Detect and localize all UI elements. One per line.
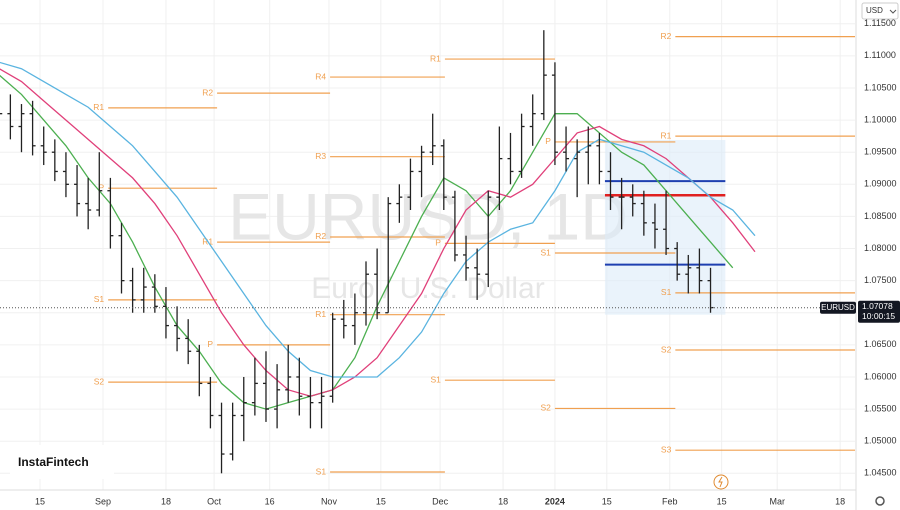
x-tick-label: Feb — [662, 496, 678, 506]
pivot-label: S2 — [541, 403, 552, 413]
brand-box — [10, 445, 114, 479]
price-tag-label: 1.07078 — [862, 301, 893, 311]
y-tick-label: 1.11500 — [864, 18, 896, 28]
moving-average — [0, 61, 756, 378]
axes: 1.04500 1.05000 1.05500 1.06000 1.06500 1.070… — [35, 18, 900, 506]
pivot-label: S2 — [661, 344, 672, 354]
watermark-name: Euro / U.S. Dollar — [311, 272, 544, 305]
pivot-label: R1 — [660, 130, 671, 140]
pivot-label: R1 — [430, 53, 441, 63]
pivot-label: R1 — [93, 102, 104, 112]
profile-box — [604, 140, 726, 315]
pivot-label: P — [207, 339, 213, 349]
y-tick-label: 1.11000 — [864, 50, 896, 60]
pivot-label: P — [545, 136, 551, 146]
y-tick-label: 1.10500 — [864, 82, 897, 92]
settings-icon[interactable] — [875, 496, 885, 506]
y-tick-label: 1.09000 — [864, 179, 897, 189]
pivot-label: S1 — [316, 466, 327, 476]
pivot-label: R1 — [315, 309, 326, 319]
pivot-label: S2 — [94, 376, 105, 386]
y-tick-label: 1.05000 — [864, 436, 897, 446]
y-tick-label: 1.05500 — [864, 403, 897, 413]
x-tick-label: Sep — [95, 496, 111, 506]
pivot-label: P — [435, 238, 441, 248]
currency-label: USD — [866, 6, 883, 15]
currency-select[interactable] — [861, 2, 899, 20]
symbol-tag-label: EURUSD — [821, 303, 855, 312]
pivot-label: R3 — [315, 151, 326, 161]
y-tick-label: 1.10000 — [864, 114, 897, 124]
pivot-label: P — [98, 182, 104, 192]
watermark-symbol: EURUSD, 1D — [228, 179, 628, 253]
x-tick-label: 2024 — [545, 496, 565, 506]
pivot-label: R4 — [315, 71, 326, 81]
pivot-label: R2 — [202, 87, 213, 97]
x-tick-label: 15 — [602, 496, 612, 506]
pivot-label: S3 — [661, 444, 672, 454]
y-tick-label: 1.06500 — [864, 339, 897, 349]
y-tick-label: 1.06000 — [864, 371, 897, 381]
y-tick-label: 1.04500 — [864, 468, 897, 478]
event-bolt — [718, 476, 723, 488]
x-tick-label: 15 — [376, 496, 386, 506]
pivot-label: R2 — [315, 231, 326, 241]
moving-average — [0, 68, 756, 397]
x-tick-label: 18 — [835, 496, 845, 506]
x-tick-label: 18 — [498, 496, 508, 506]
countdown-label: 10:00:15 — [862, 311, 895, 321]
price-tag — [858, 300, 900, 323]
x-tick-label: Dec — [432, 496, 449, 506]
pivot-label: S1 — [541, 247, 552, 257]
pivot-label: S1 — [431, 374, 442, 384]
x-tick-label: Nov — [321, 496, 338, 506]
x-tick-label: 18 — [161, 496, 171, 506]
pivot-label: S1 — [94, 294, 105, 304]
x-tick-label: Oct — [207, 496, 222, 506]
dropdown-arrow — [889, 9, 897, 14]
pivot-label: R2 — [660, 31, 671, 41]
x-tick-label: 15 — [717, 496, 727, 506]
pivot-label: S1 — [661, 287, 672, 297]
y-tick-label: 1.07500 — [864, 275, 897, 285]
grid — [0, 0, 855, 490]
y-tick-label: 1.08000 — [864, 243, 897, 253]
plot: R1PS1S2R2R1PR4R3R2R1S1R1PS1PS1S2R2R1S1S2… — [0, 30, 855, 476]
x-tick-label: 16 — [265, 496, 275, 506]
y-tick-label: 1.09500 — [864, 147, 897, 157]
x-tick-label: 15 — [35, 496, 45, 506]
y-tick-label: 1.08500 — [864, 211, 897, 221]
brand-logo: InstaFintech — [18, 455, 89, 469]
x-tick-label: Mar — [769, 496, 785, 506]
symbol-tag — [820, 301, 856, 314]
